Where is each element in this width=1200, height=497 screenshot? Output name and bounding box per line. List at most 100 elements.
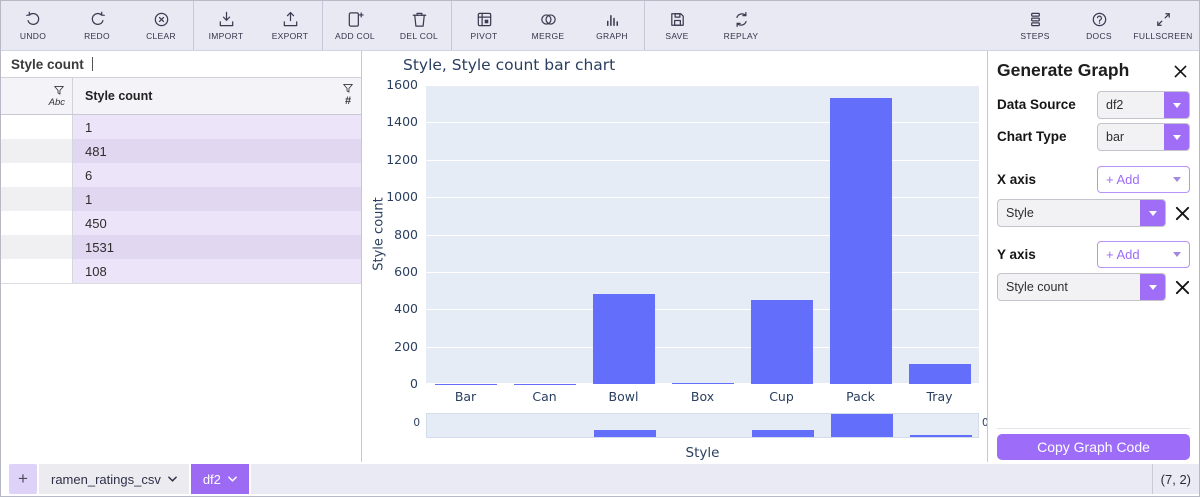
toolbar-docs-button[interactable]: DOCS [1067,1,1131,50]
y-axis-series-select[interactable]: Style count [997,273,1166,301]
toolbar-fullscreen-button[interactable]: FULLSCREEN [1131,1,1195,50]
index-dtype-label: Abc [48,97,65,108]
row-index-cell[interactable] [1,115,73,139]
cell-value[interactable]: 6 [73,163,361,187]
toolbar-del-col-button[interactable]: DEL COL [387,1,451,50]
toolbar-steps-button[interactable]: STEPS [1003,1,1067,50]
chart-type-select[interactable]: bar [1097,123,1190,151]
add-sheet-tab-button[interactable]: + [9,464,37,494]
range-slider-left-label: 0 [413,417,420,429]
column-header-editor[interactable]: Style count [1,51,361,78]
y-tick-label: 1000 [386,189,418,205]
toolbar-undo-button[interactable]: UNDO [1,1,65,50]
toolbar-button-label: REPLAY [723,31,759,41]
chart-title: Style, Style count bar chart [403,56,616,74]
merge-icon [539,10,558,29]
panel-title: Generate Graph [997,60,1130,80]
toolbar-button-label: IMPORT [208,31,244,41]
filter-icon[interactable] [53,84,65,96]
gridline [426,234,979,236]
gridline [426,197,979,199]
x-axis-label: X axis [997,172,1037,187]
bar-tray[interactable] [908,363,971,384]
toolbar-pivot-button[interactable]: PIVOT [452,1,516,50]
toolbar-divider [451,1,452,50]
table-row: 481 [1,139,361,163]
remove-y-series-icon[interactable] [1173,278,1192,297]
sheet-tab-df2[interactable]: df2 [190,464,249,494]
toolbar-add-col-button[interactable]: ADD COL [323,1,387,50]
panel-divider [997,428,1190,429]
x-axis-series-row: Style [997,199,1192,227]
close-icon[interactable] [1172,63,1189,80]
cell-value[interactable]: 108 [73,259,361,283]
range-slider[interactable] [426,413,979,438]
row-index-cell[interactable] [1,187,73,211]
sheet-tab-ramen-ratings-csv[interactable]: ramen_ratings_csv [39,464,189,494]
x-axis-row: X axis + Add [997,166,1190,194]
export-icon [281,10,300,29]
toolbar-save-button[interactable]: SAVE [645,1,709,50]
toolbar-button-groups: UNDO REDO CLEAR IMPORT EXPORT ADD COL DEL COL P… [1,1,773,50]
copy-graph-code-button[interactable]: Copy Graph Code [997,434,1190,460]
toolbar-graph-button[interactable]: GRAPH [580,1,644,50]
cell-value[interactable]: 1 [73,115,361,139]
toolbar-clear-button[interactable]: CLEAR [129,1,193,50]
x-tick-label: Bar [454,389,477,404]
gridline [426,271,979,273]
x-axis-add-select[interactable]: + Add [1097,166,1190,193]
y-axis-row: Y axis + Add [997,241,1190,269]
chart-type-label: Chart Type [997,129,1067,144]
chevron-down-icon [228,476,237,482]
cell-value[interactable]: 1531 [73,235,361,259]
range-slider-bar [909,435,972,437]
toolbar-button-label: REDO [84,31,110,41]
graph-icon [603,10,622,29]
chart-area: Style, Style count bar chart Style count… [362,51,989,464]
sheet-body: 1 481 6 1 450 1531 108 [1,115,361,284]
table-row: 1 [1,187,361,211]
range-slider-right-label: 0 [982,417,989,429]
plot-area[interactable] [426,85,979,384]
bar-box[interactable] [671,382,734,384]
dataframe-dimensions: (7, 2) [1151,464,1199,494]
row-index-cell[interactable] [1,259,73,283]
y-axis-add-select[interactable]: + Add [1097,241,1190,268]
bar-pack[interactable] [829,97,892,384]
row-index-cell[interactable] [1,235,73,259]
toolbar-divider [644,1,645,50]
gridline [426,85,979,86]
toolbar-import-button[interactable]: IMPORT [194,1,258,50]
range-slider-bar [751,430,814,437]
column-header[interactable]: Style count # [73,78,361,114]
row-index-cell[interactable] [1,163,73,187]
filter-icon[interactable] [342,82,354,94]
cell-value[interactable]: 450 [73,211,361,235]
toolbar-merge-button[interactable]: MERGE [516,1,580,50]
column-name: Style count [85,89,153,103]
toolbar-replay-button[interactable]: REPLAY [709,1,773,50]
toolbar-export-button[interactable]: EXPORT [258,1,322,50]
x-axis-series-select[interactable]: Style [997,199,1166,227]
x-tick-label: Box [690,389,715,404]
cell-value[interactable]: 481 [73,139,361,163]
toolbar-button-label: MERGE [531,31,565,41]
data-source-select[interactable]: df2 [1097,91,1190,119]
cell-value[interactable]: 1 [73,187,361,211]
redo-icon [88,10,107,29]
x-tick-label: Tray [926,389,953,404]
bar-cup[interactable] [750,299,813,384]
index-column-header[interactable]: Abc [1,78,73,114]
table-row: 1 [1,115,361,139]
toolbar-redo-button[interactable]: REDO [65,1,129,50]
remove-x-series-icon[interactable] [1173,204,1192,223]
toolbar-button-label: CLEAR [146,31,176,41]
text-cursor [91,57,93,71]
delete-column-icon [410,10,429,29]
table-header: Abc Style count # [1,78,361,115]
y-tick-label: 200 [394,338,418,354]
row-index-cell[interactable] [1,139,73,163]
bar-bowl[interactable] [592,294,655,384]
number-dtype-label: # [344,95,352,107]
row-index-cell[interactable] [1,211,73,235]
